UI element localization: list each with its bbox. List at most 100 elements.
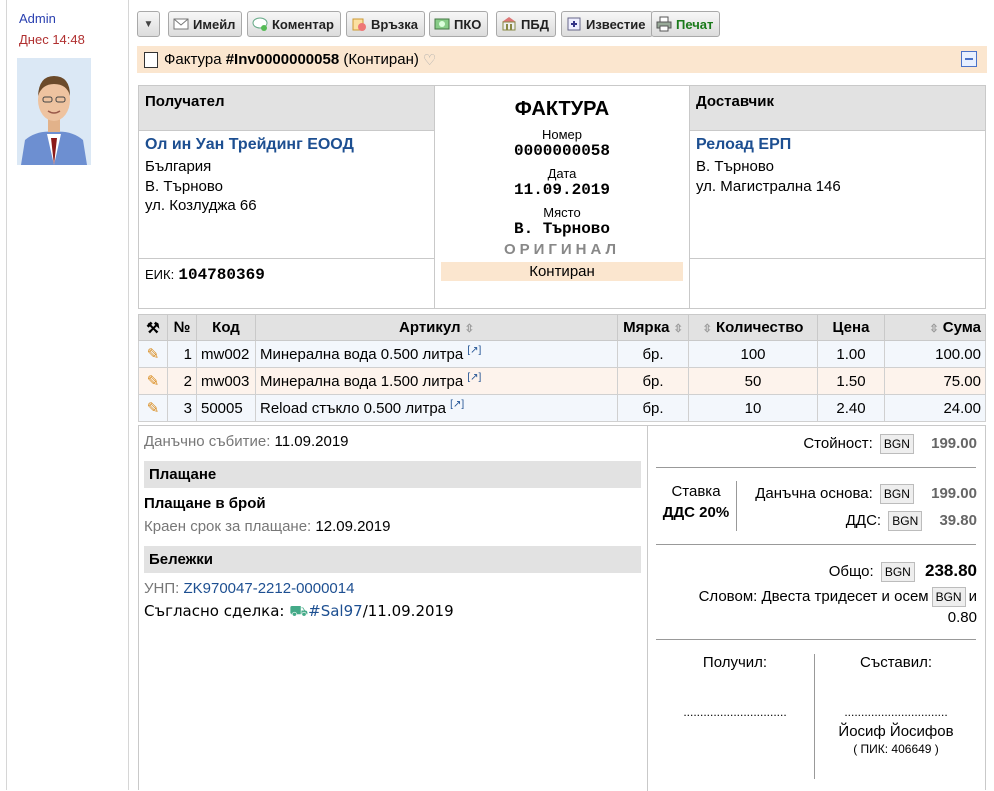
edit-row-button[interactable]: ✎ bbox=[138, 367, 168, 395]
printer-icon bbox=[656, 16, 672, 32]
creator-dots: ............................... bbox=[844, 705, 948, 719]
recipient-country: България bbox=[145, 158, 212, 175]
email-icon bbox=[173, 16, 189, 32]
rate-label: Ставка bbox=[671, 483, 721, 500]
qty-column-header[interactable]: ⇳ Количество bbox=[688, 314, 818, 341]
edit-row-button[interactable]: ✎ bbox=[138, 394, 168, 422]
received-signature: Получил: ............................... bbox=[656, 654, 815, 779]
deal-date: /11.09.2019 bbox=[362, 602, 454, 620]
recipient-company[interactable]: Ол ин Уан Трейдинг ЕООД bbox=[145, 136, 354, 153]
received-dots: ............................... bbox=[683, 705, 787, 719]
tax-base-amount: 199.00 bbox=[931, 485, 977, 502]
comment-icon bbox=[252, 16, 268, 32]
words-and: и bbox=[968, 588, 977, 605]
unit-column-header[interactable]: Мярка ⇳ bbox=[617, 314, 689, 341]
email-button[interactable]: Имейл bbox=[168, 11, 243, 37]
tools-column-header: ⚒ bbox=[138, 314, 168, 341]
row-unit: бр. bbox=[617, 367, 689, 395]
recipient-section: Получател Ол ин Уан Трейдинг ЕООД Българ… bbox=[139, 86, 435, 308]
row-code: mw003 bbox=[196, 367, 256, 395]
pencil-icon: ✎ bbox=[146, 346, 160, 363]
supplier-header: Доставчик bbox=[690, 86, 985, 131]
deal-link[interactable]: #Sal97 bbox=[308, 602, 363, 620]
currency-badge: BGN bbox=[880, 562, 915, 582]
recipient-city: В. Търново bbox=[145, 177, 223, 195]
created-label: Съставил: bbox=[859, 654, 933, 671]
original-mark: ОРИГИНАЛ bbox=[503, 241, 621, 258]
print-button[interactable]: Печат bbox=[651, 11, 721, 37]
row-number: 3 bbox=[167, 394, 197, 422]
row-price: 1.00 bbox=[817, 340, 885, 368]
recipient-street: ул. Козлуджа 66 bbox=[145, 197, 257, 214]
sum-column-header[interactable]: ⇳ Сума bbox=[884, 314, 986, 341]
items-header-row: ⚒ № Код Артикул ⇳ Мярка ⇳ ⇳ Количество Ц… bbox=[138, 314, 986, 341]
place-label: Място bbox=[543, 205, 581, 220]
code-column-header: Код bbox=[196, 314, 256, 341]
link-button[interactable]: Връзка bbox=[346, 11, 426, 37]
favorite-heart-icon[interactable]: ♡ bbox=[422, 51, 437, 69]
creator-name: Йосиф Йосифов bbox=[838, 723, 954, 740]
number-label: Номер bbox=[541, 127, 582, 142]
pencil-icon: ✎ bbox=[146, 400, 160, 417]
supplier-section: Доставчик Релоад ЕРП В. Търново ул. Маги… bbox=[689, 86, 986, 308]
pbd-button-label: ПБД bbox=[521, 16, 549, 32]
row-qty: 100 bbox=[688, 340, 818, 368]
pbd-button[interactable]: ПБД bbox=[496, 11, 556, 37]
total-amount: 238.80 bbox=[925, 561, 977, 580]
email-button-label: Имейл bbox=[193, 16, 236, 32]
sort-icon: ⇳ bbox=[464, 323, 474, 335]
row-sum: 100.00 bbox=[884, 340, 986, 368]
date-label: Дата bbox=[547, 166, 577, 181]
words-cents: 0.80 bbox=[947, 609, 977, 626]
collapse-button[interactable] bbox=[961, 51, 977, 67]
invoice-title: ФАКТУРА bbox=[514, 98, 610, 120]
table-row: ✎ 2 mw003 Минерална вода 1.500 литра [↗]… bbox=[138, 367, 986, 395]
pko-button[interactable]: ПКО bbox=[429, 11, 489, 37]
article-column-header[interactable]: Артикул ⇳ bbox=[255, 314, 618, 341]
due-date-label: Краен срок за плащане: bbox=[144, 518, 312, 535]
notice-button-label: Известие bbox=[586, 16, 646, 32]
external-link-icon[interactable]: [↗] bbox=[467, 345, 482, 356]
vat-label: ДДС: bbox=[845, 512, 882, 529]
row-sum: 75.00 bbox=[884, 367, 986, 395]
invoice-number: 0000000058 bbox=[513, 142, 610, 160]
notice-button[interactable]: Известие bbox=[561, 11, 653, 37]
tax-base-label: Данъчна основа: bbox=[755, 485, 873, 502]
document-status: (Контиран) bbox=[343, 51, 419, 68]
value-label: Стойност: bbox=[803, 435, 873, 452]
invoice-header: Получател Ол ин Уан Трейдинг ЕООД Българ… bbox=[138, 85, 986, 309]
creator-signature: Съставил: ..............................… bbox=[816, 654, 976, 756]
external-link-icon[interactable]: [↗] bbox=[450, 399, 465, 410]
due-date: 12.09.2019 bbox=[315, 518, 391, 535]
author-name[interactable]: Admin bbox=[19, 11, 56, 26]
print-button-label: Печат bbox=[676, 16, 714, 32]
eik-label: ЕИК: bbox=[145, 267, 175, 282]
row-number: 1 bbox=[167, 340, 197, 368]
external-link-icon[interactable]: [↗] bbox=[467, 372, 482, 383]
pencil-icon: ✎ bbox=[146, 373, 160, 390]
unp-link[interactable]: ZK970047-2212-0000014 bbox=[183, 580, 355, 597]
currency-badge: BGN bbox=[931, 587, 966, 607]
tax-event-date: 11.09.2019 bbox=[274, 433, 349, 450]
row-code: 50005 bbox=[196, 394, 256, 422]
more-menu-button[interactable]: ▼ bbox=[137, 11, 160, 37]
row-price: 1.50 bbox=[817, 367, 885, 395]
received-label: Получил: bbox=[702, 654, 768, 671]
sort-icon: ⇳ bbox=[702, 323, 712, 335]
invoice-state: Контиран bbox=[441, 262, 683, 281]
document-number: #Inv0000000058 bbox=[225, 51, 340, 68]
eik-value: 104780369 bbox=[178, 266, 265, 284]
comment-button[interactable]: Коментар bbox=[247, 11, 341, 37]
vat-rate-block: Ставка ДДС 20% bbox=[656, 483, 736, 521]
supplier-company[interactable]: Релоад ЕРП bbox=[696, 136, 792, 153]
payment-method: Плащане в брой bbox=[144, 495, 266, 512]
row-article: Минерална вода 1.500 литра [↗] bbox=[255, 367, 618, 395]
amount-in-words: Словом: Двеста тридесет и осем BGN и 0.80 bbox=[677, 586, 977, 628]
tax-event-label: Данъчно събитие: bbox=[144, 433, 271, 450]
row-article: Reload стъкло 0.500 литра [↗] bbox=[255, 394, 618, 422]
author-column: Admin Днес 14:48 bbox=[6, 0, 129, 790]
value-amount: 199.00 bbox=[931, 435, 977, 452]
words-text: Двеста тридесет и осем bbox=[761, 588, 929, 605]
edit-row-button[interactable]: ✎ bbox=[138, 340, 168, 368]
row-number: 2 bbox=[167, 367, 197, 395]
